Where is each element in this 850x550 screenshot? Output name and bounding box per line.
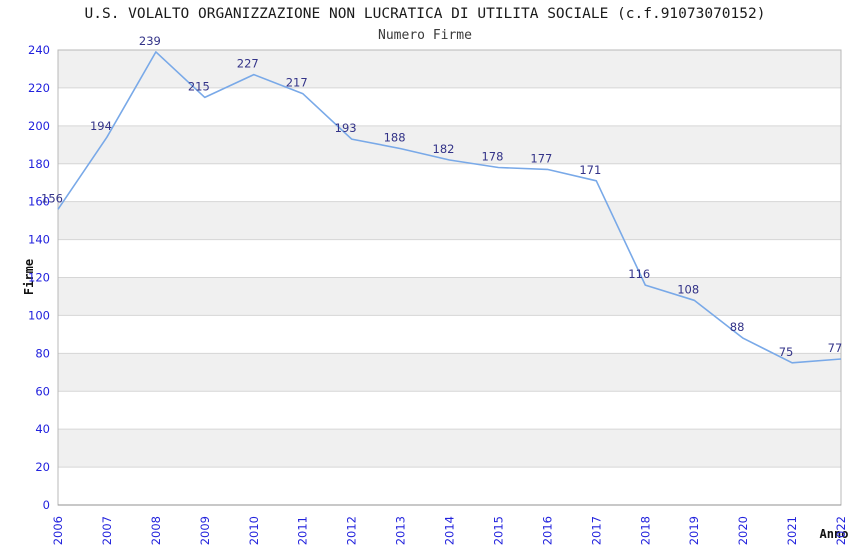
chart-subtitle: Numero Firme bbox=[378, 28, 472, 43]
point-label: 215 bbox=[188, 79, 210, 93]
x-tick-label: 2013 bbox=[394, 516, 408, 545]
y-tick-label: 240 bbox=[28, 43, 50, 57]
x-tick-label: 2021 bbox=[785, 516, 799, 545]
plot-band bbox=[58, 50, 841, 88]
y-tick-label: 140 bbox=[28, 233, 50, 247]
y-tick-label: 120 bbox=[28, 271, 50, 285]
y-tick-label: 100 bbox=[28, 308, 50, 322]
point-label: 217 bbox=[286, 76, 308, 90]
x-tick-label: 2017 bbox=[589, 516, 603, 545]
x-tick-label: 2011 bbox=[296, 516, 310, 545]
point-label: 177 bbox=[530, 151, 552, 165]
point-label: 116 bbox=[628, 267, 650, 281]
plot-band bbox=[58, 277, 841, 316]
x-tick-label: 2012 bbox=[345, 516, 359, 545]
data-line bbox=[57, 51, 842, 364]
y-tick-label: 0 bbox=[43, 498, 50, 512]
point-label: 171 bbox=[579, 163, 601, 177]
x-tick-label: 2010 bbox=[247, 516, 261, 545]
chart-title: U.S. VOLALTO ORGANIZZAZIONE NON LUCRATIC… bbox=[84, 6, 766, 22]
y-tick-label: 160 bbox=[28, 195, 50, 209]
y-tick-label: 20 bbox=[35, 460, 50, 474]
point-label: 88 bbox=[730, 320, 745, 334]
x-tick-label: 2009 bbox=[198, 516, 212, 545]
point-label: 193 bbox=[335, 121, 357, 135]
x-tick-label: 2018 bbox=[638, 516, 652, 545]
x-tick-label: 2014 bbox=[443, 516, 457, 545]
plot-band bbox=[58, 429, 841, 468]
plot-band bbox=[58, 353, 841, 392]
y-tick-label: 200 bbox=[28, 119, 50, 133]
x-tick-label: 2007 bbox=[100, 516, 114, 545]
y-tick-label: 80 bbox=[35, 346, 50, 360]
x-tick-label: 2020 bbox=[736, 516, 750, 545]
point-label: 75 bbox=[779, 345, 794, 359]
x-tick-label: 2022 bbox=[834, 516, 848, 545]
x-tick-label: 2008 bbox=[149, 516, 163, 545]
x-tick-label: 2019 bbox=[687, 516, 701, 545]
y-tick-label: 220 bbox=[28, 81, 50, 95]
plot-band bbox=[58, 125, 841, 164]
point-label: 178 bbox=[481, 150, 503, 164]
y-tick-label: 40 bbox=[35, 422, 50, 436]
point-label: 194 bbox=[90, 119, 112, 133]
plot-band bbox=[58, 201, 841, 240]
y-tick-label: 180 bbox=[28, 157, 50, 171]
point-label: 188 bbox=[384, 131, 406, 145]
x-tick-label: 2015 bbox=[491, 516, 505, 545]
x-axis-title: Anno bbox=[819, 527, 849, 541]
point-label: 239 bbox=[139, 34, 161, 48]
x-tick-label: 2006 bbox=[51, 516, 65, 545]
point-label: 182 bbox=[433, 142, 455, 156]
point-label: 156 bbox=[41, 191, 63, 205]
x-tick-label: 2016 bbox=[540, 516, 554, 545]
point-label: 108 bbox=[677, 282, 699, 296]
point-label: 227 bbox=[237, 57, 259, 71]
y-tick-label: 60 bbox=[35, 384, 50, 398]
point-label: 77 bbox=[828, 341, 843, 355]
